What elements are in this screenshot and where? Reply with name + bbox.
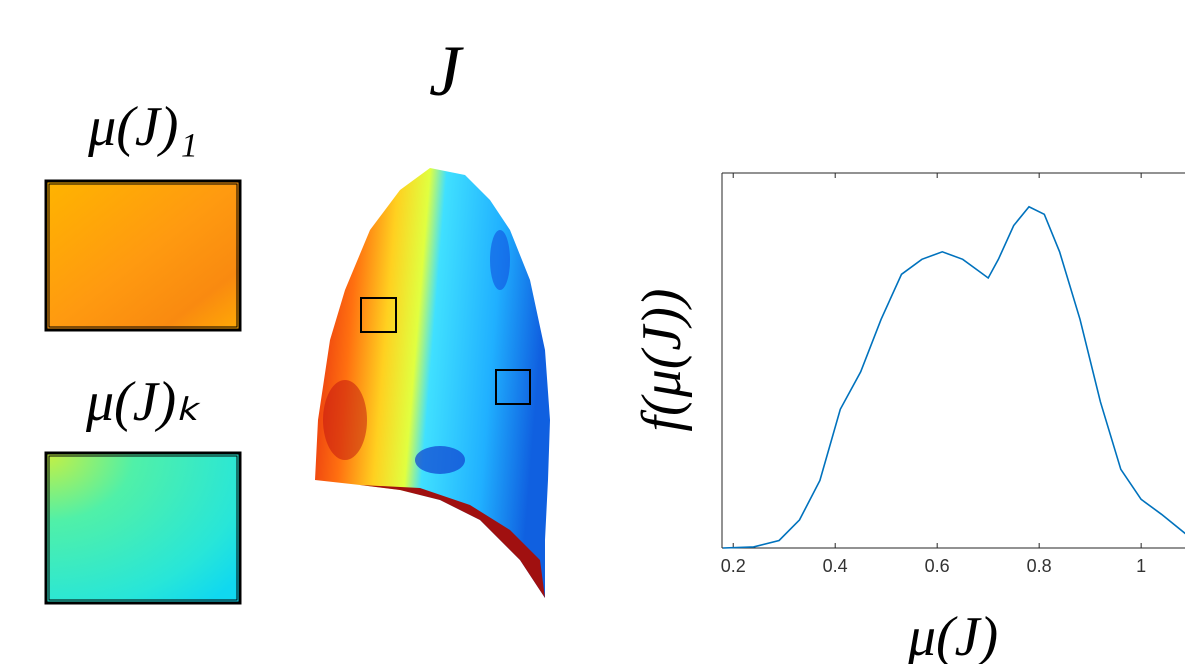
x-tick-label: 1 [1136,556,1146,576]
patch [46,453,240,603]
y-axis-label: f(μ(J)) [631,288,693,431]
x-tick-label: 0.6 [925,556,950,576]
x-axis-label: μ(J) [907,606,998,664]
x-tick-label: 0.2 [721,556,746,576]
blob [415,446,465,474]
x-tick-label: 0.4 [823,556,848,576]
patch [46,181,240,330]
density-line [723,207,1185,548]
blob [323,380,367,460]
patch-label: μ(J)₁ [87,96,198,158]
x-tick-label: 0.8 [1027,556,1052,576]
blob [490,230,510,290]
figure: J μ(J)₁ μ(J)ₖ μ(J) f(μ(J)) 0.2 0.4 0.6 0.8 1 [0,0,1185,664]
map-title: J [429,31,464,111]
patch-label: μ(J)ₖ [85,371,201,433]
